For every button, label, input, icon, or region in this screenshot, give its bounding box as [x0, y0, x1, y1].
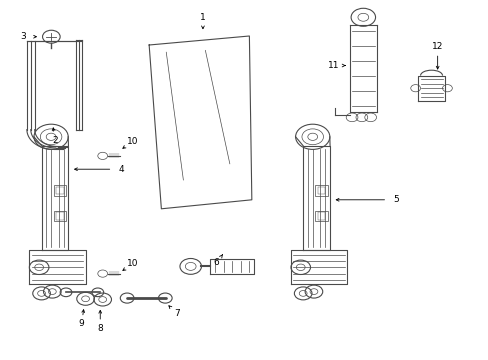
Text: 10: 10: [127, 136, 139, 145]
Text: 9: 9: [79, 320, 84, 328]
Text: 5: 5: [392, 195, 398, 204]
Text: 12: 12: [431, 42, 443, 51]
Text: 1: 1: [200, 13, 205, 22]
Text: 8: 8: [97, 324, 103, 333]
Text: 3: 3: [20, 32, 26, 41]
Text: 2: 2: [52, 136, 58, 145]
Text: 4: 4: [118, 165, 124, 174]
Text: 10: 10: [127, 259, 139, 268]
Text: 7: 7: [174, 309, 180, 318]
Text: 11: 11: [327, 61, 339, 70]
Text: 6: 6: [213, 258, 219, 267]
